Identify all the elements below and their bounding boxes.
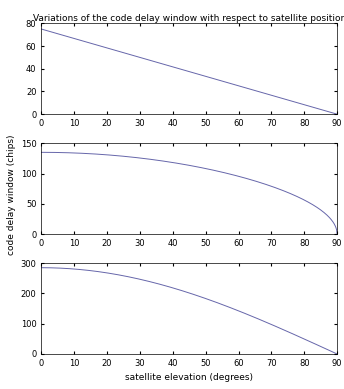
X-axis label: satellite elevation (degrees): satellite elevation (degrees): [125, 373, 253, 382]
Title: Variations of the code delay window with respect to satellite position: Variations of the code delay window with…: [33, 14, 344, 23]
Text: code delay window (chips): code delay window (chips): [7, 134, 16, 255]
